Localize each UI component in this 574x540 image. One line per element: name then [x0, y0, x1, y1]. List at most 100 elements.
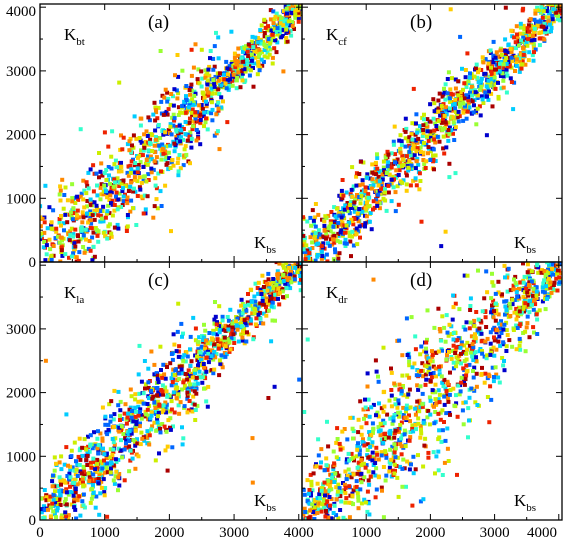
- data-point: [544, 25, 549, 30]
- data-point: [488, 384, 493, 389]
- data-point: [266, 24, 270, 29]
- data-point: [244, 44, 248, 49]
- data-point: [149, 427, 154, 432]
- data-point: [158, 426, 162, 431]
- data-point: [391, 174, 396, 179]
- data-point: [432, 135, 437, 139]
- data-point: [415, 156, 420, 161]
- data-point: [376, 379, 381, 384]
- data-point: [269, 298, 274, 303]
- data-point: [375, 178, 380, 183]
- data-point: [165, 90, 170, 95]
- data-point: [245, 316, 250, 321]
- data-point: [87, 449, 92, 454]
- data-point: [420, 361, 425, 366]
- data-point: [46, 507, 50, 512]
- data-point: [180, 68, 185, 73]
- data-point: [67, 255, 71, 260]
- data-point: [101, 189, 106, 194]
- data-point: [342, 223, 347, 228]
- data-point: [182, 383, 187, 388]
- data-point: [329, 210, 334, 214]
- data-point: [408, 145, 413, 150]
- data-point: [48, 494, 53, 499]
- data-point: [272, 27, 277, 32]
- data-point: [201, 335, 206, 340]
- data-point: [532, 29, 537, 34]
- data-point: [510, 344, 515, 349]
- data-point: [423, 166, 428, 170]
- data-point: [175, 161, 180, 165]
- data-point: [392, 442, 397, 447]
- data-point: [165, 112, 170, 117]
- data-point: [213, 300, 217, 304]
- data-point: [116, 226, 121, 231]
- data-point: [463, 103, 467, 108]
- data-point: [426, 455, 431, 460]
- data-point: [458, 90, 463, 95]
- data-point: [68, 229, 73, 234]
- data-point: [264, 313, 269, 318]
- data-point: [529, 279, 534, 284]
- data-point: [289, 10, 294, 15]
- data-point: [521, 45, 525, 50]
- data-point: [451, 343, 456, 348]
- data-point: [252, 294, 257, 299]
- data-point: [277, 284, 282, 288]
- data-point: [548, 280, 553, 285]
- data-point: [483, 57, 488, 62]
- data-point: [126, 164, 131, 169]
- data-point: [216, 35, 221, 40]
- data-point: [269, 339, 274, 344]
- data-point: [286, 6, 291, 11]
- data-point: [341, 515, 346, 520]
- x-axis-label: Kbs: [254, 491, 276, 514]
- data-point: [215, 129, 220, 134]
- data-point: [245, 330, 249, 335]
- data-point: [149, 413, 154, 418]
- data-point: [306, 516, 311, 520]
- data-point: [501, 74, 506, 79]
- data-point: [258, 321, 263, 326]
- data-point: [194, 375, 199, 380]
- data-point: [320, 254, 325, 258]
- data-point: [165, 365, 169, 369]
- data-point: [491, 345, 496, 350]
- data-point: [326, 478, 331, 483]
- data-point: [339, 499, 344, 504]
- data-point: [50, 479, 55, 484]
- data-point: [42, 230, 47, 235]
- data-point: [191, 65, 196, 70]
- data-point: [195, 354, 199, 359]
- data-point: [206, 67, 211, 72]
- data-point: [414, 373, 419, 378]
- data-point: [337, 213, 342, 218]
- data-point: [77, 463, 82, 467]
- data-point: [437, 327, 442, 331]
- data-point: [451, 305, 456, 310]
- data-point: [258, 28, 263, 33]
- data-point: [399, 391, 404, 396]
- data-point: [436, 349, 441, 354]
- data-point: [223, 81, 228, 86]
- data-point: [416, 369, 421, 374]
- data-point: [72, 496, 77, 501]
- data-point: [436, 109, 441, 114]
- data-point: [164, 155, 169, 160]
- data-point: [361, 160, 366, 165]
- data-point: [138, 187, 143, 192]
- data-point: [220, 318, 225, 323]
- data-point: [435, 134, 440, 139]
- data-point: [533, 11, 538, 16]
- data-point: [335, 206, 339, 211]
- data-point: [525, 304, 530, 309]
- data-point: [343, 203, 348, 208]
- data-point: [206, 90, 211, 95]
- data-point: [109, 154, 114, 159]
- data-point: [53, 500, 58, 505]
- data-point: [376, 457, 381, 462]
- data-point: [407, 355, 412, 360]
- data-point: [320, 217, 324, 222]
- data-point: [139, 148, 143, 153]
- data-point: [471, 345, 476, 350]
